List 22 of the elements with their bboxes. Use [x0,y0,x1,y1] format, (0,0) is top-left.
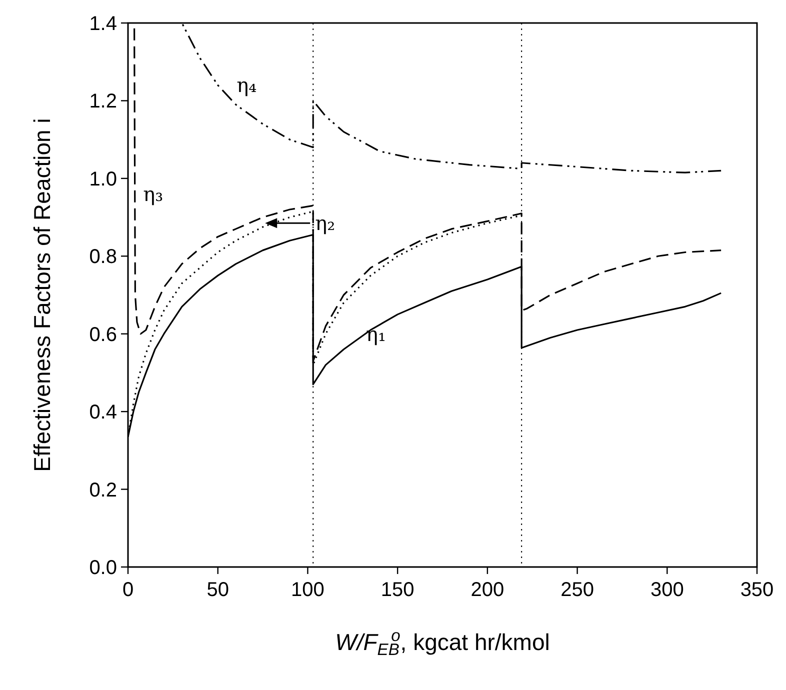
y-tick-label: 0.8 [89,246,117,268]
y-tick-label: 1.0 [89,168,117,190]
y-tick-label: 0.4 [89,402,117,424]
annotation: η₄ [236,73,257,98]
y-tick-label: 0.2 [89,479,117,502]
y-tick-label: 0.6 [89,324,117,346]
y-tick-label: 1.2 [89,90,117,113]
y-axis-title: Effectiveness Factors of Reaction i [29,118,55,472]
x-tick-label: 150 [380,579,414,601]
y-tick-label: 0.0 [89,557,117,579]
annotation: η₃ [143,182,164,206]
x-axis-title: W/F$_{EB}$$^{o}$, kgcat hr/kmol [335,626,550,659]
annotation: η₁ [366,322,386,346]
annotation: η₂ [315,211,336,236]
x-tick-label: 200 [470,579,504,601]
x-tick-label: 0 [122,579,134,601]
x-tick-label: 350 [740,579,774,601]
y-tick-label: 1.4 [89,13,117,35]
x-tick-label: 100 [291,579,324,601]
x-tick-label: 250 [560,579,594,601]
x-tick-label: 50 [206,579,229,601]
x-tick-label: 300 [650,579,684,601]
